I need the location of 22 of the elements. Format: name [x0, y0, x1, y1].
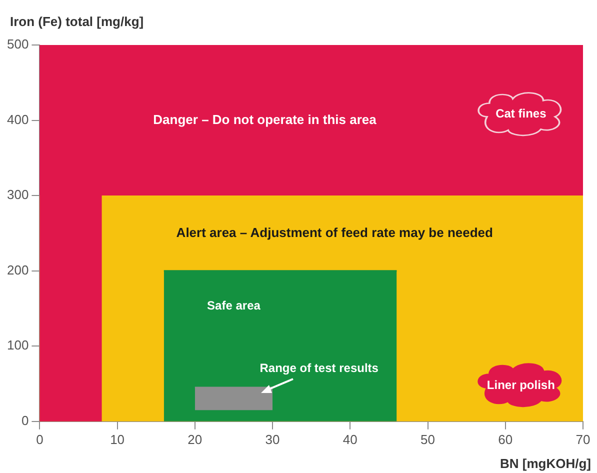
- x-tick-label: 60: [498, 432, 513, 447]
- x-tick-label: 30: [265, 432, 280, 447]
- x-tick-label: 50: [420, 432, 436, 447]
- annotation: Safe area: [207, 298, 261, 313]
- annotation: Liner polish: [486, 378, 555, 392]
- y-tick-label: 300: [6, 187, 29, 202]
- band-label: Alert area – Adjustment of feed rate may be needed: [176, 224, 494, 240]
- x-axis-title: BN [mgKOH/g]: [500, 456, 591, 471]
- band-label: Danger – Do not operate in this area: [153, 112, 378, 127]
- y-tick-label: 200: [6, 262, 29, 278]
- y-tick-label: 500: [6, 36, 29, 52]
- x-tick-label: 10: [110, 432, 125, 447]
- x-tick-label: 20: [188, 432, 202, 447]
- y-axis-title: Iron (Fe) total [mg/kg]: [10, 14, 144, 29]
- x-tick-label: 40: [342, 432, 358, 447]
- annotation: Range of test results: [260, 361, 379, 376]
- y-tick-label: 400: [6, 112, 29, 127]
- x-tick-label: 70: [576, 432, 590, 447]
- annotation: Cat fines: [496, 106, 547, 121]
- y-tick-label: 0: [21, 412, 29, 428]
- y-tick-label: 100: [6, 338, 29, 353]
- x-tick-label: 0: [36, 432, 44, 447]
